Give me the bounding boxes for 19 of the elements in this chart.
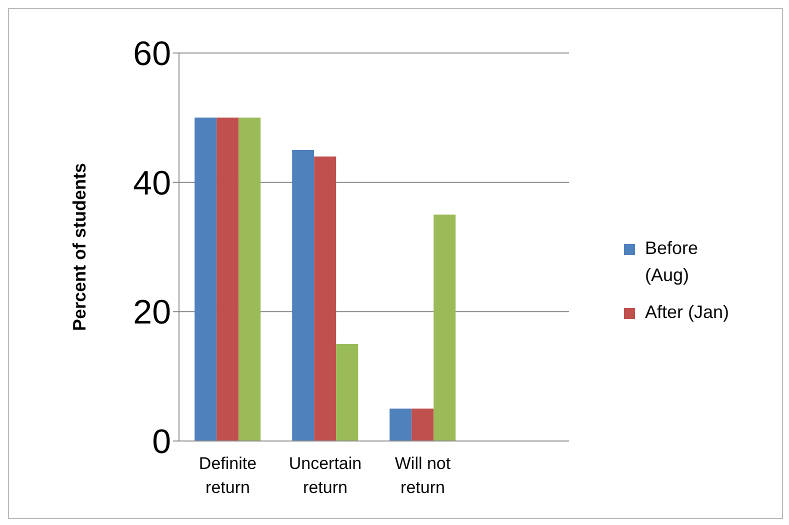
x-tick-label: Will not return bbox=[394, 454, 451, 497]
y-axis-title: Percent of students bbox=[69, 162, 90, 332]
bar bbox=[412, 408, 434, 441]
bar bbox=[314, 156, 336, 441]
bar bbox=[238, 118, 261, 441]
y-tick-label: 20 bbox=[133, 294, 171, 332]
bar bbox=[216, 118, 239, 441]
x-tick-label: Uncertain return bbox=[288, 454, 362, 497]
legend-label: Before (Aug) bbox=[645, 237, 700, 287]
y-tick-label: 60 bbox=[133, 35, 171, 74]
bar bbox=[336, 344, 358, 441]
legend-label: After (Jan) bbox=[645, 301, 730, 324]
bar bbox=[292, 150, 314, 441]
x-tick-label: Definite return bbox=[198, 454, 257, 497]
y-tick-label: 0 bbox=[152, 423, 171, 462]
y-tick-label: 40 bbox=[133, 164, 171, 202]
bar bbox=[194, 118, 217, 441]
bar bbox=[434, 214, 456, 441]
bar bbox=[390, 408, 412, 441]
